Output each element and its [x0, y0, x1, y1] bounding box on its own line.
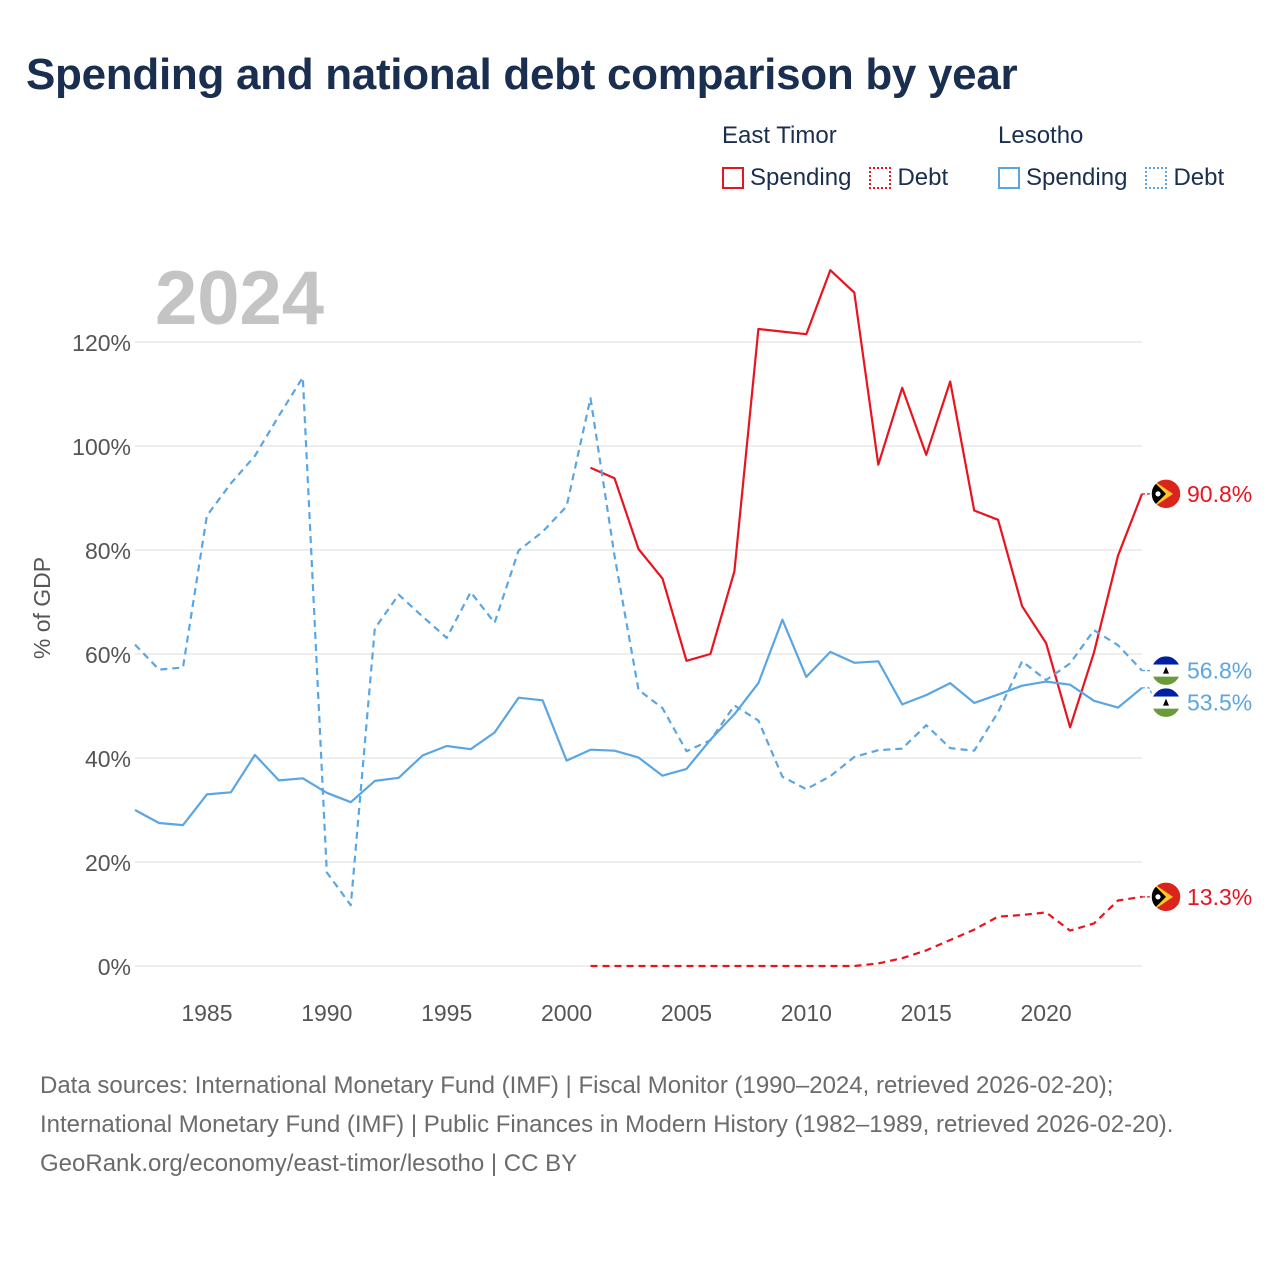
x-tick-label: 2010 [781, 1000, 832, 1026]
y-tick-label: 40% [85, 746, 131, 772]
y-tick-label: 0% [98, 954, 131, 980]
x-tick-label: 1990 [301, 1000, 352, 1026]
legend-swatch-dotted [1145, 167, 1168, 189]
legend-label: Spending [1026, 164, 1128, 191]
data-sources: Data sources: International Monetary Fun… [40, 1072, 1174, 1138]
x-tick-label: 2005 [661, 1000, 712, 1026]
legend-swatch-dotted [869, 167, 892, 189]
series-line-east-timor-debt [590, 895, 1143, 968]
legend-label: Debt [897, 164, 949, 191]
end-value-label: 53.5% [1187, 690, 1252, 716]
y-tick-label: 80% [85, 538, 131, 564]
x-tick-label: 2020 [1021, 1000, 1072, 1026]
lesotho-flag-icon [1150, 686, 1182, 719]
lesotho-flag-icon [1150, 654, 1182, 687]
end-value-label: 56.8% [1187, 658, 1252, 684]
series-line-lesotho-debt [134, 376, 1143, 907]
end-value-label: 13.3% [1187, 884, 1252, 910]
legend-group-label: East Timor [722, 122, 837, 149]
legend-swatch-solid [998, 167, 1020, 189]
gridlines [135, 341, 1142, 967]
x-tick-label: 2000 [541, 1000, 592, 1026]
legend-group-lesotho: Lesotho Spending Debt [998, 122, 1242, 192]
east-timor-flag-icon [1150, 881, 1182, 913]
end-value-label: 90.8% [1187, 481, 1252, 507]
line-chart: 2024 % of GDP 0% 20% 40% 60% 80% 100% 120% 1985… [29, 256, 1252, 1026]
y-tick-label: 120% [72, 330, 131, 356]
series-lines [134, 269, 1144, 968]
chart-title: Spending and national debt comparison by… [26, 50, 1018, 99]
y-tick-label: 100% [72, 434, 131, 460]
legend-group-label: Lesotho [998, 122, 1084, 149]
legend-east-timor-debt[interactable]: Debt [869, 164, 948, 192]
x-tick-label: 1985 [181, 1000, 232, 1026]
legend-lesotho-debt[interactable]: Debt [1145, 164, 1224, 192]
axis-ticks: 0% 20% 40% 60% 80% 100% 120% 1985 1990 1995 2000 20… [72, 330, 1072, 1026]
y-tick-label: 60% [85, 642, 131, 668]
series-line-lesotho-spending [134, 618, 1143, 827]
legend-swatch-solid [722, 167, 744, 189]
credit-link[interactable]: GeoRank.org/economy/east-timor/lesotho |… [40, 1150, 578, 1177]
x-tick-label: 2015 [901, 1000, 952, 1026]
footer: Data sources: International Monetary Fun… [40, 1066, 1240, 1183]
y-tick-label: 20% [85, 850, 131, 876]
year-label: 2024 [155, 256, 324, 341]
east-timor-flag-icon [1150, 478, 1182, 510]
legend-label: Spending [750, 164, 852, 191]
legend-group-east-timor: East Timor Spending Debt [722, 122, 966, 192]
y-axis-title: % of GDP [29, 557, 55, 659]
end-labels: 90.8% 56.8% 53.5% 13.3% [1142, 478, 1252, 913]
legend-east-timor-spending[interactable]: Spending [722, 164, 851, 192]
series-line-east-timor-spending [590, 269, 1144, 729]
legend-lesotho-spending[interactable]: Spending [998, 164, 1127, 192]
legend-label: Debt [1173, 164, 1225, 191]
x-tick-label: 1995 [421, 1000, 472, 1026]
